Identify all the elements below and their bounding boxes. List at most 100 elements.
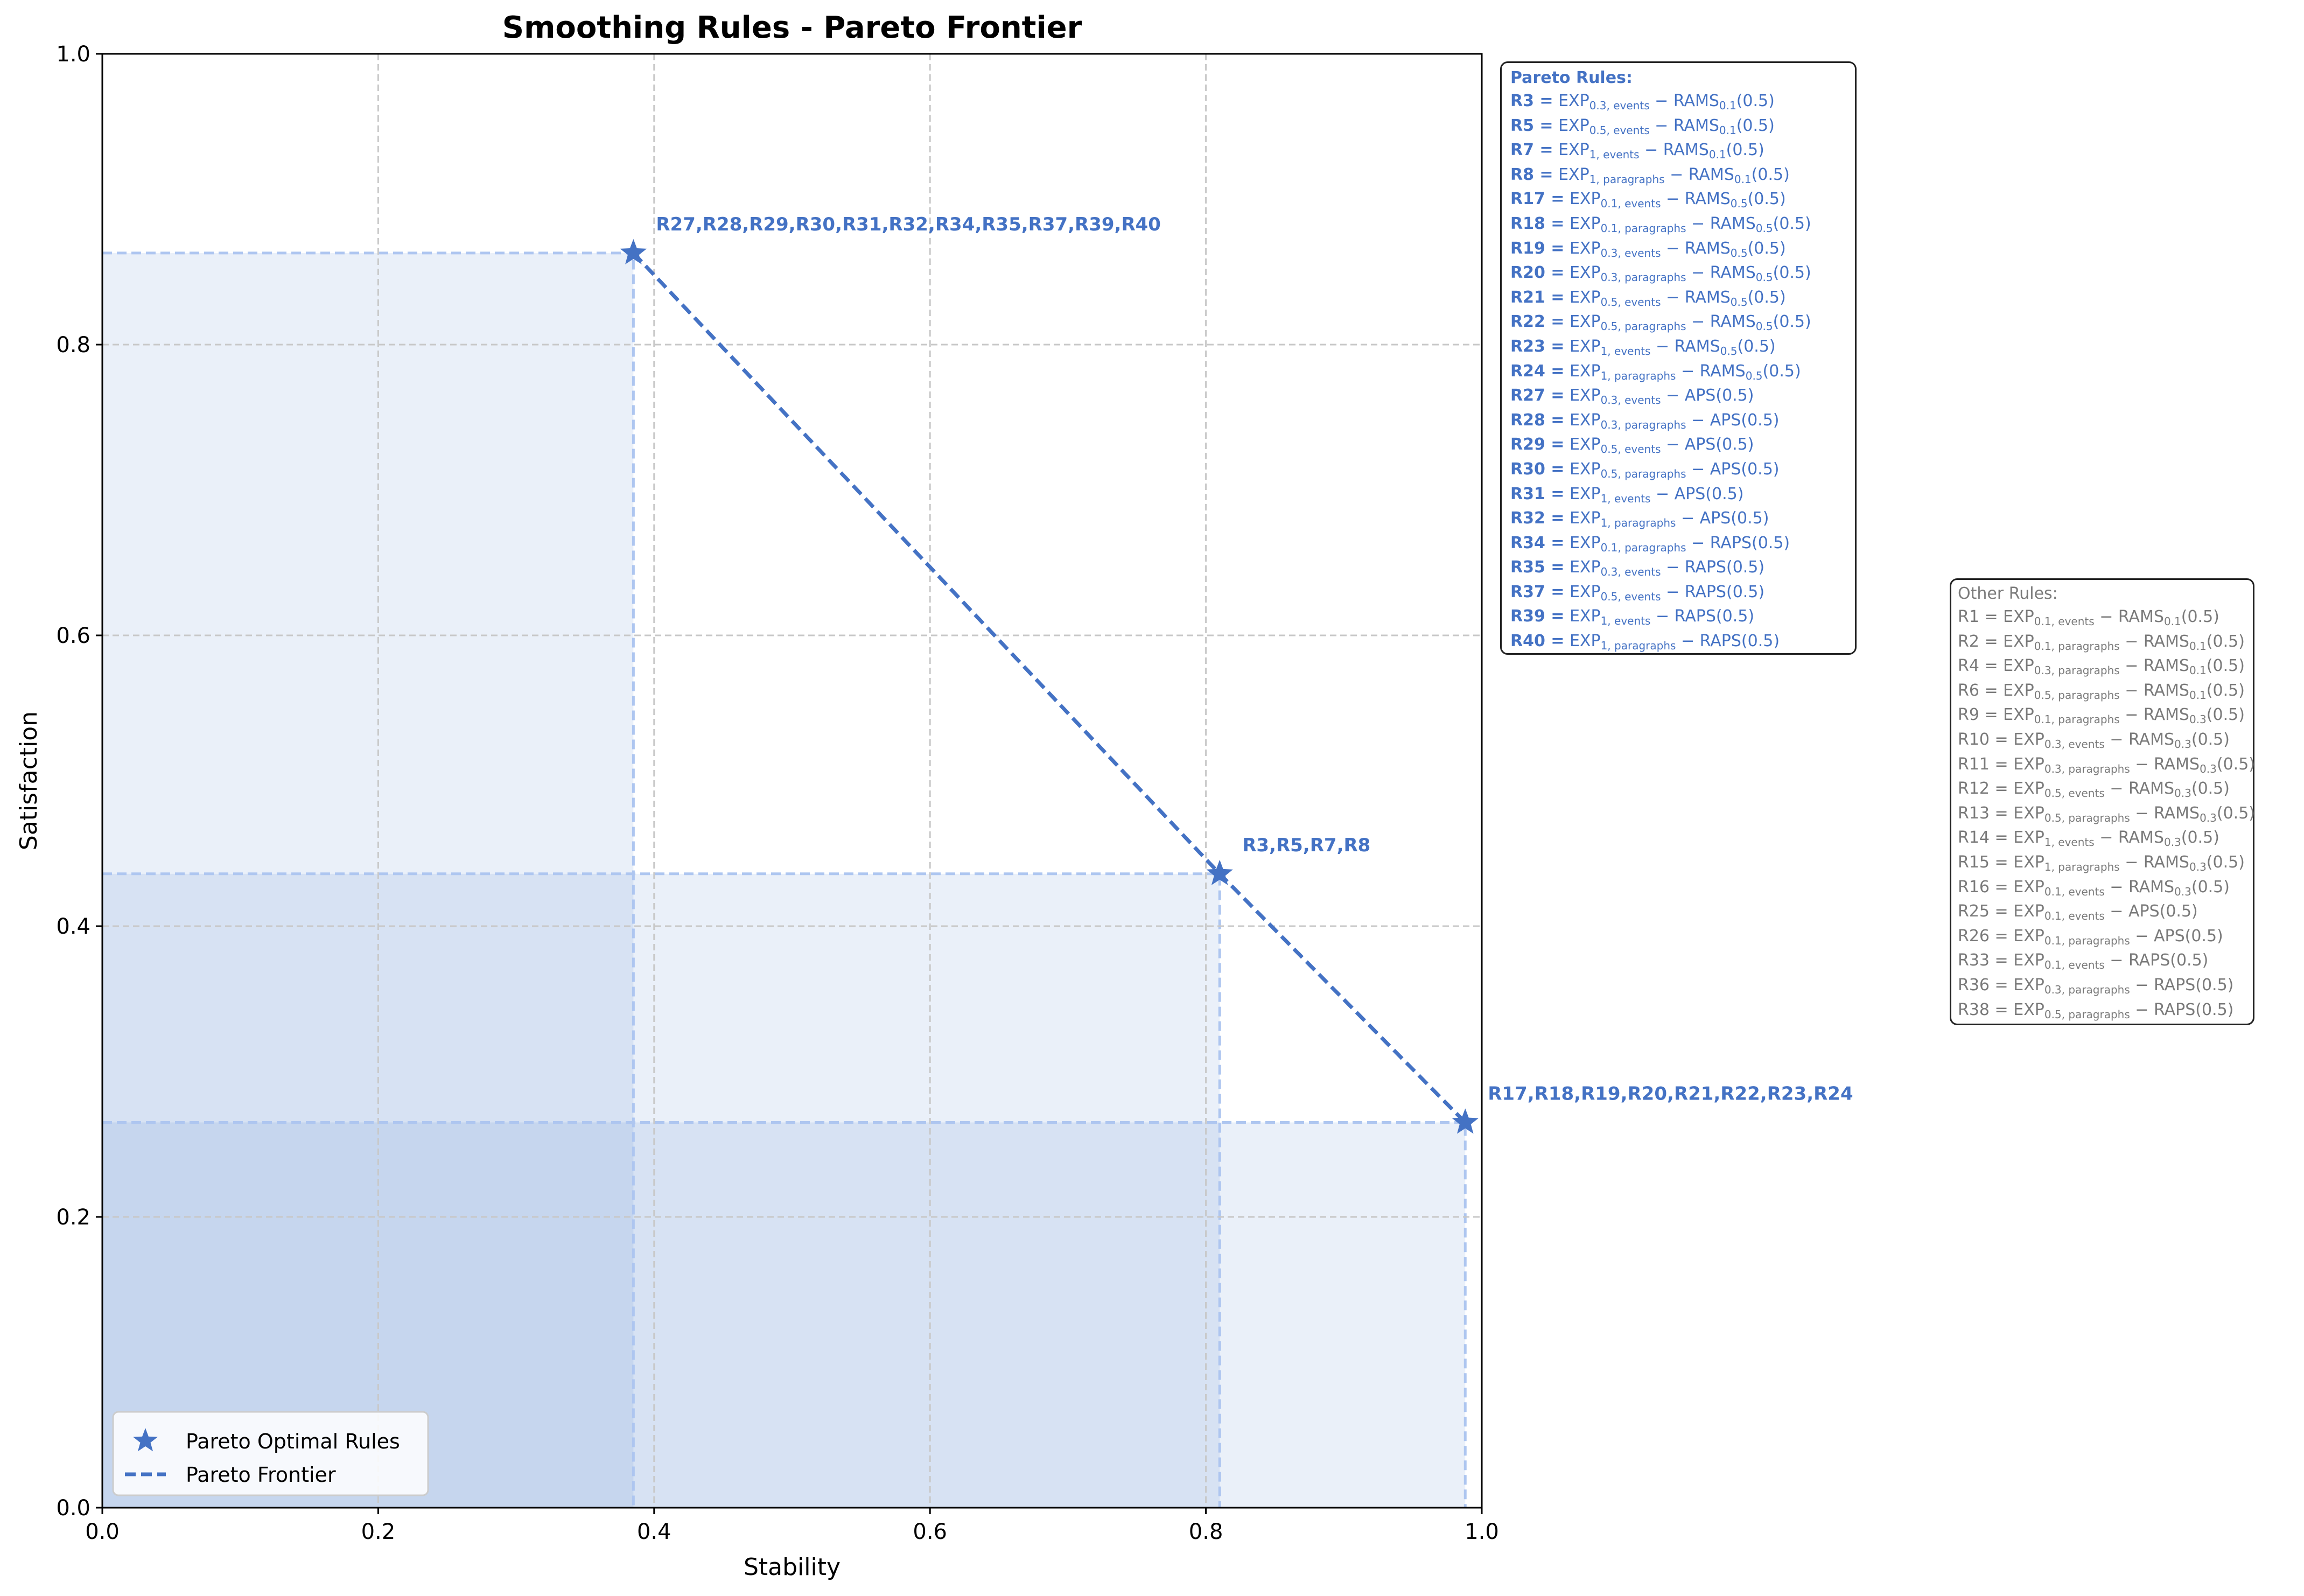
y-tick-label: 1.0 [56,42,90,67]
rule-id: R5 = [1510,116,1553,135]
chart-title: Smoothing Rules - Pareto Frontier [502,10,1082,45]
subscript: 0.5, paragraphs [1600,320,1686,333]
subscript: 0.1 [1734,172,1752,186]
rule-id: R29 = [1510,435,1565,454]
subscript: 0.5, events [1600,443,1661,456]
rule-id: R4 = [1958,656,1998,676]
subscript: 0.5, events [1600,590,1661,603]
subscript: 0.1, events [2044,885,2105,898]
subscript: 1, paragraphs [1600,639,1676,653]
rule-id: R6 = [1958,681,1998,700]
rule-entry: R19 = EXP0.3, events − RAMS0.5(0.5) [1510,239,1786,260]
subscript: 0.1 [1719,123,1736,137]
rule-id: R31 = [1510,484,1565,503]
subscript: 0.5 [1730,295,1748,309]
x-tick-label: 0.4 [637,1520,671,1544]
subscript: 0.1, events [1600,197,1661,211]
rule-id: R15 = [1958,852,2008,872]
subscript: 0.3, paragraphs [1600,271,1686,284]
rule-entry: R26 = EXP0.1, paragraphs − APS(0.5) [1958,926,2223,947]
subscript: 0.1 [2189,688,2207,702]
subscript: 0.1 [1708,148,1726,162]
pareto-rules-list: R3 = EXP0.3, events − RAMS0.1(0.5) R5 = E… [1510,89,1855,654]
subscript: 1, paragraphs [2044,860,2120,873]
point-label: R17,R18,R19,R20,R21,R22,R23,R24 [1488,1083,1853,1105]
rule-entry: R13 = EXP0.5, paragraphs − RAMS0.3(0.5) [1958,803,2255,824]
subscript: 0.1, paragraphs [1600,221,1686,235]
rule-entry: R23 = EXP1, events − RAMS0.5(0.5) [1510,337,1776,358]
y-tick-label: 0.6 [56,624,90,648]
x-tick-label: 0.2 [361,1520,396,1544]
subscript: 0.5, paragraphs [2044,1007,2130,1021]
subscript: 1, events [2044,836,2095,849]
dominated-regions [102,251,1467,1508]
rule-entry: R34 = EXP0.1, paragraphs − RAPS(0.5) [1510,533,1790,554]
x-tick-label: 1.0 [1465,1520,1499,1544]
subscript: 0.3 [2174,885,2191,898]
rule-id: R12 = [1958,779,2008,799]
rule-id: R16 = [1958,877,2008,897]
subscript: 0.3 [2200,811,2217,824]
rule-id: R28 = [1510,410,1565,430]
rule-entry: R8 = EXP1, paragraphs − RAMS0.1(0.5) [1510,165,1790,186]
subscript: 0.3, paragraphs [1600,418,1686,431]
rule-id: R30 = [1510,459,1565,479]
subscript: 0.5, events [1589,123,1650,137]
subscript: 0.1, paragraphs [2044,934,2130,947]
legend: Pareto Optimal Rules Pareto Frontier [112,1411,429,1496]
rule-entry: R20 = EXP0.3, paragraphs − RAMS0.5(0.5) [1510,263,1811,284]
rule-entry: R38 = EXP0.5, paragraphs − RAPS(0.5) [1958,1000,2234,1021]
rule-entry: R29 = EXP0.5, events − APS(0.5) [1510,435,1754,456]
grid-lines [102,54,1482,1508]
subscript: 0.5, events [2044,787,2105,800]
subscript: 0.1 [2163,615,2181,628]
pareto-rules-box: Pareto Rules: R3 = EXP0.3, events − RAMS… [1500,61,1857,655]
rule-entry: R6 = EXP0.5, paragraphs − RAMS0.1(0.5) [1958,681,2245,702]
legend-label-pareto-optimal: Pareto Optimal Rules [186,1430,400,1453]
rule-entry: R24 = EXP1, paragraphs − RAMS0.5(0.5) [1510,361,1801,382]
rule-id: R34 = [1510,533,1565,552]
rule-id: R20 = [1510,263,1565,283]
rule-entry: R31 = EXP1, events − APS(0.5) [1510,484,1744,505]
subscript: 0.3 [2189,860,2207,873]
subscript: 0.5 [1755,271,1773,284]
point-label: R27,R28,R29,R30,R31,R32,R34,R35,R37,R39,… [656,214,1161,235]
subscript: 0.3 [2174,787,2191,800]
pareto-point-star [620,239,647,264]
rule-id: R35 = [1510,558,1565,577]
rule-entry: R2 = EXP0.1, paragraphs − RAMS0.1(0.5) [1958,632,2245,653]
subscript: 0.1, paragraphs [2034,639,2120,653]
rule-id: R26 = [1958,926,2008,946]
y-tick-label: 0.8 [56,333,90,358]
subscript: 0.5 [1755,320,1773,333]
subscript: 0.1 [2189,664,2207,677]
subscript: 0.3 [2163,836,2181,849]
point-label: R3,R5,R7,R8 [1242,835,1370,856]
rule-id: R2 = [1958,632,1998,651]
legend-frame [112,1411,429,1496]
subscript: 1, events [1589,148,1640,162]
rule-id: R24 = [1510,361,1565,381]
x-tick-label: 0.6 [913,1520,947,1544]
legend-star-icon [133,1428,158,1452]
subscript: 0.5 [1730,197,1748,211]
rule-entry: R12 = EXP0.5, events − RAMS0.3(0.5) [1958,779,2230,800]
subscript: 0.1, paragraphs [1600,541,1686,554]
rule-id: R27 = [1510,386,1565,405]
rule-id: R23 = [1510,337,1565,356]
rule-id: R36 = [1958,975,2008,995]
rule-id: R7 = [1510,141,1553,160]
other-rules-box: Other Rules: R1 = EXP0.1, events − RAMS0… [1950,578,2255,1025]
rule-id: R32 = [1510,509,1565,528]
legend-label-pareto-frontier: Pareto Frontier [186,1463,336,1487]
rule-id: R40 = [1510,632,1565,651]
subscript: 0.3, paragraphs [2044,762,2130,775]
x-tick-label: 0.8 [1189,1520,1223,1544]
subscript: 0.3 [2189,713,2207,726]
rule-entry: R10 = EXP0.3, events − RAMS0.3(0.5) [1958,730,2230,751]
rule-entry: R18 = EXP0.1, paragraphs − RAMS0.5(0.5) [1510,214,1811,235]
dominated-region-2 [102,873,1220,1508]
axis-ticks: 0.0 0.2 0.4 0.6 0.8 1.0 0.0 0.2 0.4 0.6 0.8 1.0 [56,42,1498,1544]
pareto-rules-title: Pareto Rules: [1510,68,1633,87]
